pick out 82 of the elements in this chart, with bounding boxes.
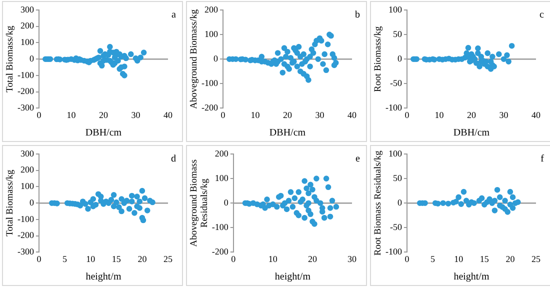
y-axis-title: Root Biomass Residuals/kg	[374, 150, 384, 256]
y-tick-label: 0	[224, 197, 229, 208]
x-tick-label: 25	[532, 254, 541, 264]
y-tick-label: 300	[20, 148, 34, 158]
x-tick-label: 40	[532, 110, 541, 120]
x-tick-label: 10	[434, 110, 444, 120]
x-axis-title: DBH/cm	[85, 128, 122, 139]
y-tick-label: -200	[17, 86, 34, 96]
x-tick-label: 20	[308, 254, 318, 264]
y-tick-label: -200	[212, 246, 229, 257]
y-tick-label: 0	[397, 197, 402, 208]
text: e	[356, 154, 361, 165]
y-tick-label: 50	[392, 172, 402, 183]
x-tick-label: 15	[480, 254, 490, 264]
y-tick-label: -100	[385, 102, 402, 113]
x-tick-label: 20	[98, 110, 108, 120]
y-tick-label: 200	[20, 164, 34, 175]
x-tick-label: 5	[62, 254, 68, 264]
x-tick-label: 10	[250, 110, 260, 120]
y-tick-label: 50	[392, 28, 402, 39]
x-axis-title: DBH/cm	[453, 128, 490, 139]
y-tick-label: 300	[20, 4, 34, 14]
x-tick-label: 25	[164, 254, 173, 264]
y-tick-label: -300	[17, 246, 34, 257]
y-tick-label: -200	[17, 230, 34, 240]
y-axis-title: Total Biomass/kg	[6, 170, 16, 236]
x-tick-label: 0	[404, 254, 410, 264]
text: a	[172, 10, 177, 21]
x-tick-label: 10	[454, 254, 464, 264]
y-tick-label: -100	[201, 78, 218, 88]
text: f	[540, 154, 545, 165]
x-tick-label: 20	[506, 254, 516, 264]
x-tick-label: 20	[282, 110, 292, 120]
y-tick-label: 0	[29, 197, 34, 208]
text: d	[171, 154, 176, 165]
y-tick-label: 100	[204, 28, 218, 39]
x-tick-label: 10	[268, 254, 278, 264]
y-tick-label: 200	[214, 148, 229, 158]
y-tick-label: 100	[388, 4, 402, 14]
y-tick-label: -200	[201, 102, 218, 113]
y-axis-title: Aboveground Biomass Residuals/kg	[190, 159, 210, 247]
x-tick-label: 15	[112, 254, 122, 264]
x-tick-label: 30	[315, 110, 325, 120]
x-tick-label: 40	[348, 110, 357, 120]
y-tick-label: -50	[390, 222, 402, 232]
y-axis-title: Root Biomass/kg	[374, 26, 384, 92]
y-tick-label: 200	[20, 20, 34, 31]
y-tick-label: 0	[29, 53, 34, 64]
x-tick-label: 0	[404, 110, 410, 120]
y-tick-label: -100	[212, 222, 229, 232]
y-tick-label: 100	[20, 37, 34, 48]
x-tick-label: 30	[131, 110, 141, 120]
x-tick-label: 40	[164, 110, 173, 120]
y-tick-label: 100	[214, 172, 229, 183]
x-tick-label: 0	[36, 254, 42, 264]
x-tick-label: 0	[36, 110, 42, 120]
x-tick-label: 5	[430, 254, 436, 264]
y-tick-label: 200	[204, 4, 218, 14]
x-tick-label: 0	[231, 254, 236, 264]
y-tick-label: -100	[17, 214, 34, 224]
y-tick-label: 100	[20, 181, 34, 192]
y-axis-title: Aboveground Biomass/kg	[190, 9, 200, 109]
x-axis-title: DBH/cm	[269, 128, 306, 139]
x-tick-label: 10	[86, 254, 96, 264]
y-tick-label: 0	[397, 53, 402, 64]
y-tick-label: -100	[385, 246, 402, 257]
x-axis-title: height/m	[274, 272, 311, 283]
x-tick-label: 10	[66, 110, 76, 120]
y-tick-label: -100	[17, 70, 34, 80]
x-tick-label: 20	[466, 110, 476, 120]
y-tick-label: -50	[390, 78, 402, 88]
x-tick-label: 30	[348, 254, 357, 264]
x-tick-label: 30	[499, 110, 509, 120]
y-tick-label: 0	[213, 53, 218, 64]
y-axis-title: Total Biomass/kg	[6, 26, 16, 92]
x-axis-title: height/m	[454, 272, 490, 283]
x-axis-title: height/m	[86, 272, 122, 283]
text: c	[540, 10, 545, 21]
y-tick-label: -300	[17, 102, 34, 113]
text: b	[355, 10, 360, 21]
y-tick-label: 100	[388, 148, 402, 158]
x-tick-label: 20	[138, 254, 148, 264]
